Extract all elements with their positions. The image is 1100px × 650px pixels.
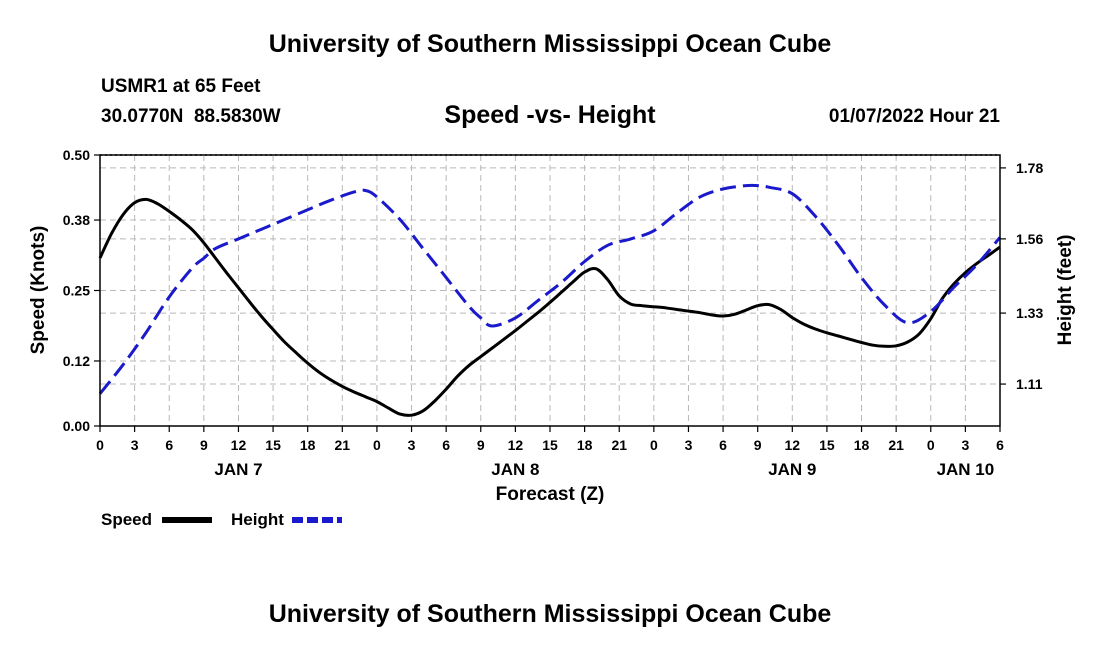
x-tick-label: 18 [577,437,593,453]
x-tick-label: 0 [650,437,658,453]
x-tick-label: 3 [408,437,416,453]
x-tick-label: 6 [996,437,1004,453]
y-tick-label: 0.00 [63,418,90,434]
y2-tick-label: 1.11 [1016,376,1043,392]
y-tick-label: 0.50 [63,147,90,163]
x-tick-label: 12 [231,437,247,453]
x-tick-label: 12 [785,437,801,453]
y2-axis-label: Height (feet) [1055,235,1076,346]
y-tick-labels: 0.00 0.12 0.25 0.38 0.50 [63,147,90,434]
y-axis-label: Speed (Knots) [28,226,49,355]
x-tick-label: 15 [542,437,558,453]
x-tick-label: 15 [819,437,835,453]
axis-ticks [94,154,1006,432]
series-line-speed [98,197,1001,417]
series-lines [98,183,1002,417]
chart-title: University of Southern Mississippi Ocean… [268,30,832,58]
day-label: JAN 9 [768,460,816,479]
x-tick-label: 9 [754,437,762,453]
x-tick-label: 3 [685,437,693,453]
x-tick-labels: 0 3 6 9 12 15 18 21 0 3 6 9 12 15 18 21 0 3 6 9 12 15 18 21 0 3 6 [96,437,1004,453]
latitude: 30.0770N [101,106,184,127]
forecast-date: 01/07/2022 Hour 21 [828,106,1000,127]
x-tick-label: 0 [927,437,935,453]
x-tick-label: 15 [265,437,281,453]
legend-label-speed: Speed [101,510,152,529]
y2-tick-label: 1.56 [1016,231,1043,247]
y2-tick-label: 1.33 [1016,305,1043,321]
grid [100,155,1000,426]
longitude: 88.5830W [193,106,281,127]
x-tick-label: 3 [961,437,969,453]
day-label: JAN 7 [214,460,262,479]
x-tick-label: 21 [335,437,351,453]
day-labels: JAN 7 JAN 8 JAN 9 JAN 10 [214,460,994,479]
x-tick-label: 6 [165,437,173,453]
x-tick-label: 18 [854,437,870,453]
x-tick-label: 9 [200,437,208,453]
x-tick-label: 0 [96,437,104,453]
day-label: JAN 8 [491,460,539,479]
station-label: USMR1 at 65 Feet [101,76,261,97]
footer-title: University of Southern Mississippi Ocean… [268,600,832,628]
series-line-height [98,183,1002,395]
chart-subtitle: Speed -vs- Height [444,101,656,129]
x-tick-label: 21 [888,437,904,453]
x-axis-label: Forecast (Z) [496,484,605,505]
legend-label-height: Height [231,510,284,529]
day-label: JAN 10 [937,460,995,479]
y-tick-label: 0.12 [63,353,90,369]
y2-tick-label: 1.78 [1016,160,1043,176]
y2-tick-labels: 1.11 1.33 1.56 1.78 [1016,160,1043,392]
legend: Speed Height [101,510,342,529]
x-tick-label: 3 [131,437,139,453]
x-tick-label: 0 [373,437,381,453]
x-tick-label: 6 [442,437,450,453]
y-tick-label: 0.25 [63,283,90,299]
x-tick-label: 6 [719,437,727,453]
x-tick-label: 9 [477,437,485,453]
x-tick-label: 18 [300,437,316,453]
station-coordinates: 30.0770N 88.5830W [101,106,281,128]
y-tick-label: 0.38 [63,212,90,228]
x-tick-label: 21 [611,437,627,453]
x-tick-label: 12 [508,437,524,453]
